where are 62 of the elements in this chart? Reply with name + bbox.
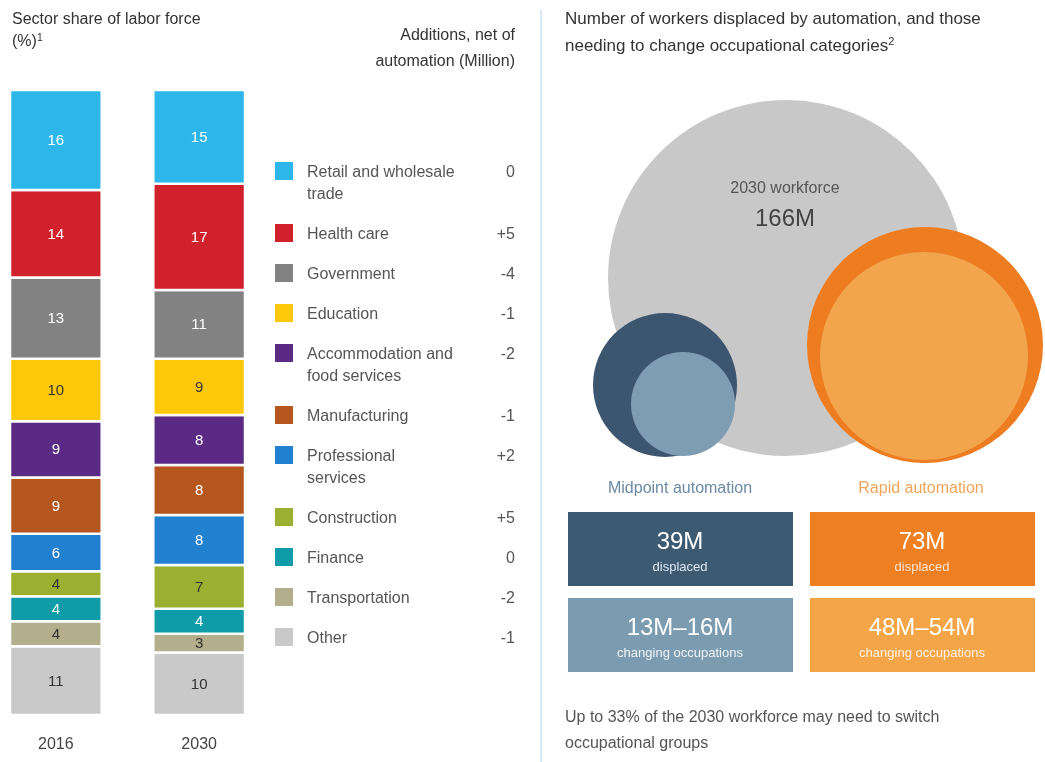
text: Additions, net of automation (Million) xyxy=(375,26,515,69)
data-label: 4 xyxy=(51,574,61,592)
data-label: 8 xyxy=(194,481,204,498)
legend-label: Finance xyxy=(307,549,365,566)
text: -1 xyxy=(500,629,516,646)
text: -1 xyxy=(500,407,516,424)
text: 13M–16M xyxy=(626,613,734,640)
data-label: 9 xyxy=(51,496,61,514)
data-label: 11 xyxy=(48,671,64,689)
data-label: 7 xyxy=(194,577,204,595)
text: +5 xyxy=(496,509,516,526)
text: Accommodation and food services xyxy=(307,345,453,384)
text: changing occupations xyxy=(859,645,986,660)
text: -2 xyxy=(500,345,516,362)
chart-title: Sector share of labor force (%)$^{1}$ xyxy=(12,10,201,49)
legend-label: Professional services xyxy=(307,447,396,486)
text: +2 xyxy=(496,447,516,464)
data-label: 9 xyxy=(51,440,61,458)
text: -1 xyxy=(500,305,516,322)
text: 166M xyxy=(754,204,816,231)
text: Up to 33% of the 2030 workforce may need to switch occupational groups xyxy=(565,708,940,751)
data-label: 9 xyxy=(194,377,204,395)
text: +5 xyxy=(496,225,516,242)
legend-label: Health care xyxy=(307,225,389,242)
text: Rapid automation xyxy=(858,479,984,496)
text: 39M xyxy=(656,527,704,554)
text: -4 xyxy=(500,265,516,282)
text: Midpoint automation xyxy=(607,479,753,496)
data-label: 3 xyxy=(194,634,204,652)
data-label: 17 xyxy=(190,227,208,245)
legend-label: Manufacturing xyxy=(307,407,409,424)
data-label: 8 xyxy=(194,531,204,548)
x-tick-label: 2030 xyxy=(181,735,218,753)
data-label: 8 xyxy=(194,431,204,448)
legend-label: Transportation xyxy=(307,589,410,606)
legend-label: Government xyxy=(307,265,396,282)
text: 48M–54M xyxy=(868,613,976,640)
legend-label: Construction xyxy=(307,509,397,526)
text: 73M xyxy=(898,527,946,554)
text: 0 xyxy=(506,549,516,566)
data-label: 11 xyxy=(191,315,207,333)
x-tick-label: 2016 xyxy=(38,735,74,753)
text: Retail and wholesale trade xyxy=(307,163,455,202)
chart-title: Number of workers displaced by automation, and those needing to change occupational categories$^{2}$ xyxy=(565,9,981,55)
text: 2030 workforce xyxy=(730,179,840,196)
text: 0 xyxy=(506,163,516,180)
data-label: 15 xyxy=(190,127,208,145)
data-label: 4 xyxy=(51,599,61,617)
text: -2 xyxy=(500,589,516,606)
data-label: 6 xyxy=(51,543,61,561)
legend-label: Other xyxy=(307,629,348,646)
text: changing occupations xyxy=(617,645,744,660)
text: displaced xyxy=(894,559,950,574)
data-label: 4 xyxy=(51,624,61,642)
data-label: 16 xyxy=(47,131,65,148)
data-label: 10 xyxy=(47,381,65,398)
data-label: 13 xyxy=(47,309,65,327)
data-label: 14 xyxy=(47,224,65,242)
legend-label: Education xyxy=(307,305,379,322)
text: displaced xyxy=(652,559,708,574)
data-label: 10 xyxy=(190,674,208,692)
data-label: 4 xyxy=(194,612,204,630)
